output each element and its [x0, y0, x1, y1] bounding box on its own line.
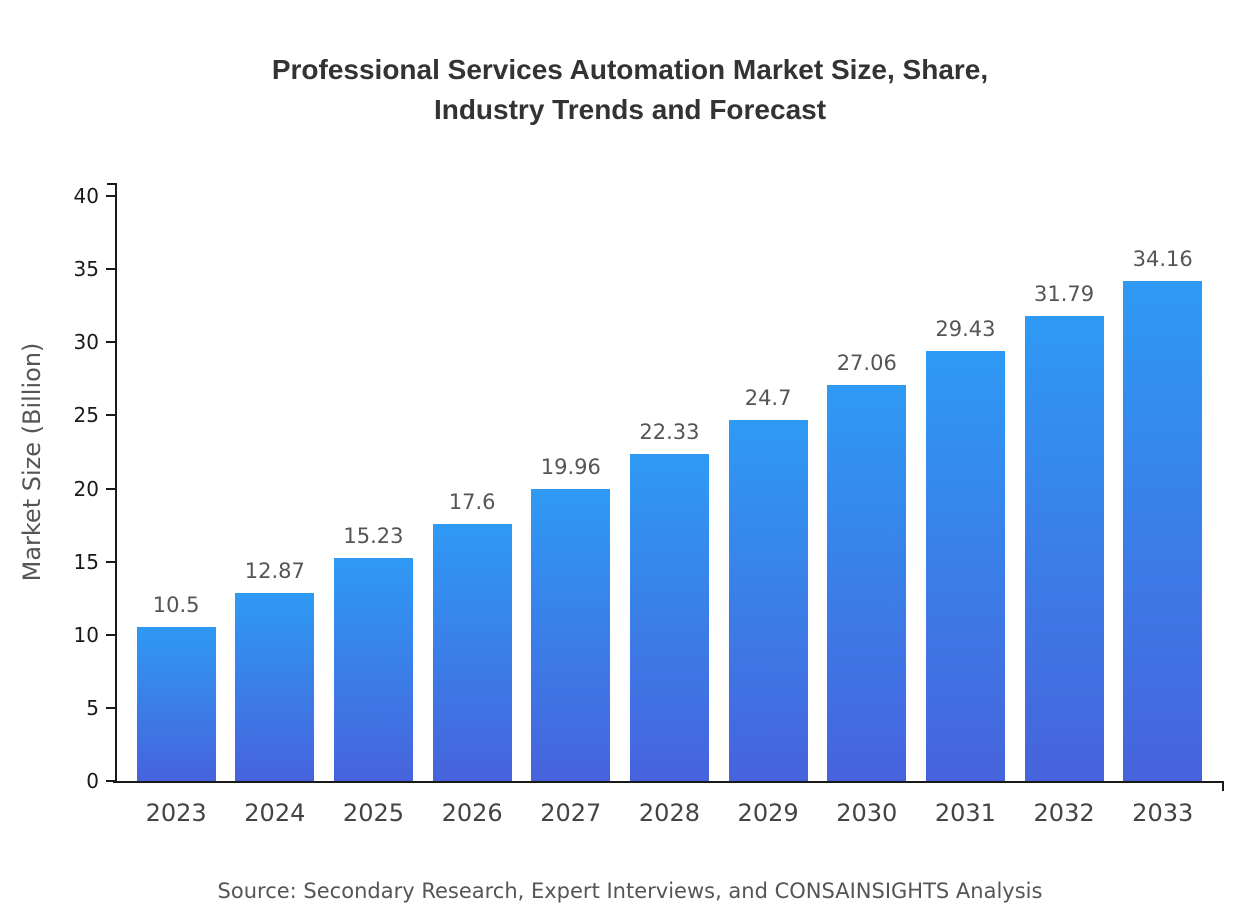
bars-group: 10.5 2023 12.87 2024 15.23 2025 17.6 2026 19.96 2… [117, 196, 1222, 827]
x-tick-label: 2032 [1033, 799, 1095, 827]
y-tick-mark [106, 268, 115, 271]
bar-2023: 10.5 2023 [136, 593, 216, 827]
y-tick-mark [106, 341, 115, 344]
bar-2031: 29.43 2031 [925, 317, 1005, 827]
bar-value-label: 10.5 [152, 593, 200, 618]
y-axis-end-tick [107, 183, 115, 185]
x-tick-label: 2030 [836, 799, 898, 827]
chart-title-line2: Industry Trends and Forecast [433, 94, 827, 125]
y-tick-label: 25 [73, 403, 99, 428]
bar-value-label: 29.43 [935, 316, 996, 341]
bar-value-label: 15.23 [343, 524, 404, 549]
y-tick-label: 40 [73, 184, 99, 208]
x-tick-label: 2023 [145, 799, 207, 827]
x-axis-end-tick [1222, 783, 1224, 791]
bar-value-label: 19.96 [540, 455, 601, 480]
bar-2027: 19.96 2027 [531, 455, 611, 827]
y-tick-mark [106, 706, 115, 709]
y-tick-mark [106, 487, 115, 490]
bar-2033: 34.16 2033 [1123, 247, 1203, 827]
y-tick-label: 15 [73, 549, 99, 574]
y-tick-mark [106, 414, 115, 417]
y-tick-mark [106, 195, 115, 197]
chart-title-line1: Professional Services Automation Market … [271, 54, 989, 85]
bar-2028: 22.33 2028 [629, 420, 709, 827]
bar-value-label: 24.7 [744, 385, 792, 410]
x-tick-label: 2025 [342, 799, 405, 827]
x-axis-line [113, 781, 1224, 783]
x-tick-label: 2026 [441, 799, 503, 827]
y-axis-line [115, 183, 117, 781]
bar-2030: 27.06 2030 [827, 351, 907, 827]
y-tick-label: 35 [73, 257, 99, 282]
y-axis-label: Market Size (Billion) [18, 342, 46, 582]
y-tick-mark [106, 633, 115, 636]
bar-2024: 12.87 2024 [235, 559, 315, 827]
chart-title: Professional Services Automation Market … [0, 50, 1260, 130]
x-tick-label: 2033 [1132, 799, 1194, 827]
bar-2025: 15.23 2025 [333, 524, 413, 827]
bar-2029: 24.7 2029 [728, 386, 808, 827]
bar-value-label: 22.33 [639, 420, 700, 445]
source-caption: Source: Secondary Research, Expert Inter… [217, 879, 1043, 903]
plot-area: 0 5 10 15 20 25 30 35 40 10.5 2023 12.87 2024 15.23 2… [74, 183, 1224, 827]
x-tick-label: 2028 [638, 799, 700, 827]
y-tick-label: 10 [73, 622, 99, 647]
y-tick-mark [106, 780, 115, 782]
y-tick-mark [106, 560, 115, 563]
bar-value-label: 12.87 [244, 558, 305, 583]
bar-2026: 17.6 2026 [432, 490, 512, 827]
bar-value-label: 31.79 [1034, 282, 1095, 307]
y-tick-label: 30 [73, 330, 99, 355]
x-tick-label: 2029 [737, 799, 799, 827]
bar-value-label: 17.6 [448, 489, 496, 514]
bar-2032: 31.79 2032 [1024, 282, 1104, 827]
bar-value-label: 27.06 [836, 351, 897, 376]
y-tick-label: 5 [86, 695, 99, 720]
x-tick-label: 2024 [244, 799, 306, 827]
x-tick-label: 2031 [934, 799, 996, 827]
y-tick-label: 0 [86, 769, 99, 793]
x-tick-label: 2027 [540, 799, 602, 827]
y-tick-label: 20 [73, 476, 99, 501]
bar-value-label: 34.16 [1132, 247, 1193, 272]
